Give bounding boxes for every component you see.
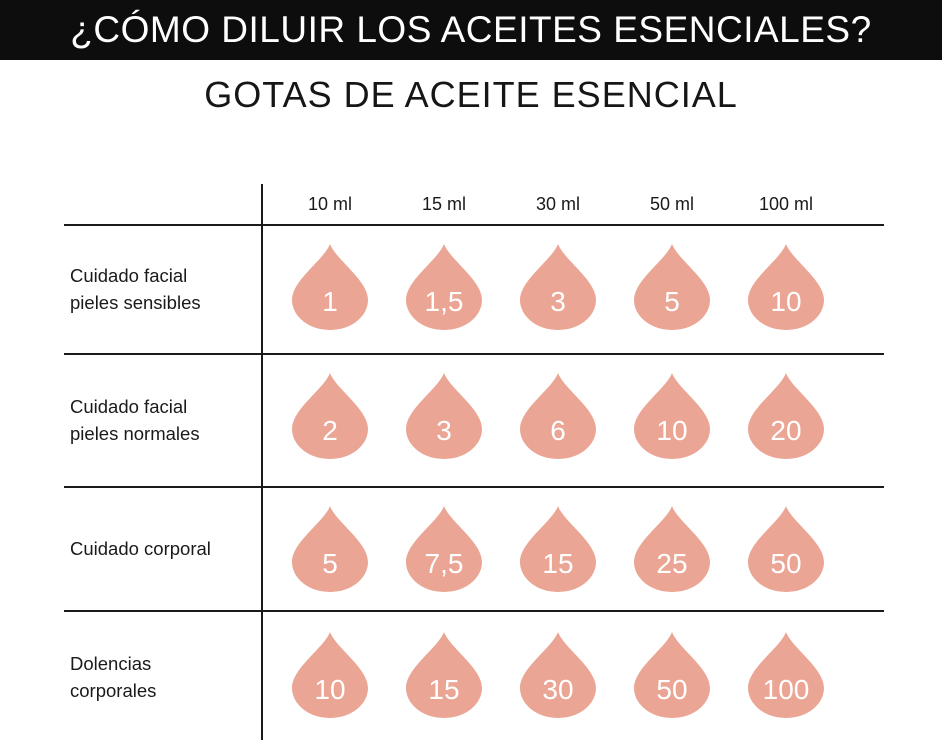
page-title: ¿CÓMO DILUIR LOS ACEITES ESENCIALES?	[70, 9, 872, 50]
drop-value: 10	[770, 286, 802, 317]
drop-cell: 2	[290, 371, 370, 461]
drop-icon	[292, 373, 368, 459]
drop-icon	[748, 373, 824, 459]
drop-icon	[406, 632, 482, 718]
drop-value: 15	[542, 548, 574, 579]
row-label-line: Cuidado facial	[70, 264, 188, 286]
drop-cell: 1	[290, 242, 370, 332]
drop-cell: 1,5	[404, 242, 484, 332]
drop-value: 100	[762, 674, 810, 705]
page-subtitle: GOTAS DE ACEITE ESENCIAL	[204, 74, 738, 115]
drop-value: 25	[656, 548, 688, 579]
drop-value: 6	[550, 415, 566, 446]
row-label-line: pieles normales	[70, 422, 200, 444]
drop-value: 2	[322, 415, 338, 446]
drop-cell: 30	[518, 630, 598, 720]
drop-icon	[520, 506, 596, 592]
drop-value: 1	[322, 286, 338, 317]
drop-icon	[520, 373, 596, 459]
drop-value: 30	[542, 674, 574, 705]
drop-cell: 7,5	[404, 504, 484, 594]
drop-icon	[406, 244, 482, 330]
title-bar: ¿CÓMO DILUIR LOS ACEITES ESENCIALES?	[0, 0, 942, 60]
row-label: Cuidado corporal	[70, 486, 250, 610]
drop-cell: 5	[632, 242, 712, 332]
drop-value: 10	[314, 674, 346, 705]
row-label-line: Cuidado corporal	[70, 537, 211, 559]
drop-icon	[634, 506, 710, 592]
drop-cell: 3	[404, 371, 484, 461]
column-header: 30 ml	[535, 194, 580, 214]
drop-cell: 20	[746, 371, 826, 461]
column-header: 100 ml	[758, 194, 814, 214]
row-divider	[64, 486, 884, 488]
row-label-line: corporales	[70, 679, 157, 701]
drop-value: 50	[770, 548, 802, 579]
row-divider	[64, 224, 884, 226]
drop-cell: 50	[746, 504, 826, 594]
drop-cell: 10	[290, 630, 370, 720]
drop-cell: 25	[632, 504, 712, 594]
column-divider	[261, 184, 263, 740]
row-label: Dolencias corporales	[70, 610, 250, 743]
drop-cell: 3	[518, 242, 598, 332]
drop-icon	[520, 244, 596, 330]
drop-icon	[292, 632, 368, 718]
row-divider	[64, 353, 884, 355]
drop-cell: 5	[290, 504, 370, 594]
drop-value: 3	[550, 286, 566, 317]
drop-icon	[292, 244, 368, 330]
row-label-line: pieles sensibles	[70, 291, 201, 313]
drop-cell: 15	[404, 630, 484, 720]
drop-icon	[634, 632, 710, 718]
drop-value: 7,5	[424, 548, 464, 579]
drop-icon	[748, 244, 824, 330]
drop-value: 50	[656, 674, 688, 705]
drop-cell: 15	[518, 504, 598, 594]
drop-icon	[292, 506, 368, 592]
drop-icon	[748, 632, 824, 718]
drop-icon	[406, 506, 482, 592]
drop-value: 20	[770, 415, 802, 446]
row-divider	[64, 610, 884, 612]
drop-value: 5	[322, 548, 338, 579]
drop-icon	[748, 506, 824, 592]
drop-cell: 6	[518, 371, 598, 461]
drop-cell: 10	[746, 242, 826, 332]
column-header: 50 ml	[649, 194, 694, 214]
column-header: 15 ml	[421, 194, 466, 214]
drop-value: 1,5	[424, 286, 464, 317]
drop-value: 5	[664, 286, 680, 317]
row-label-line: Dolencias	[70, 652, 152, 674]
drop-value: 10	[656, 415, 688, 446]
column-header: 10 ml	[307, 194, 352, 214]
drop-icon	[520, 632, 596, 718]
row-label: Cuidado facial pieles normales	[70, 353, 250, 486]
drop-cell: 50	[632, 630, 712, 720]
row-label-line: Cuidado facial	[70, 395, 188, 417]
drop-value: 3	[436, 415, 452, 446]
drop-icon	[634, 244, 710, 330]
drop-icon	[634, 373, 710, 459]
drop-icon	[406, 373, 482, 459]
drop-cell: 10	[632, 371, 712, 461]
drop-value: 15	[428, 674, 460, 705]
drop-cell: 100	[746, 630, 826, 720]
row-label: Cuidado facial pieles sensibles	[70, 224, 250, 353]
